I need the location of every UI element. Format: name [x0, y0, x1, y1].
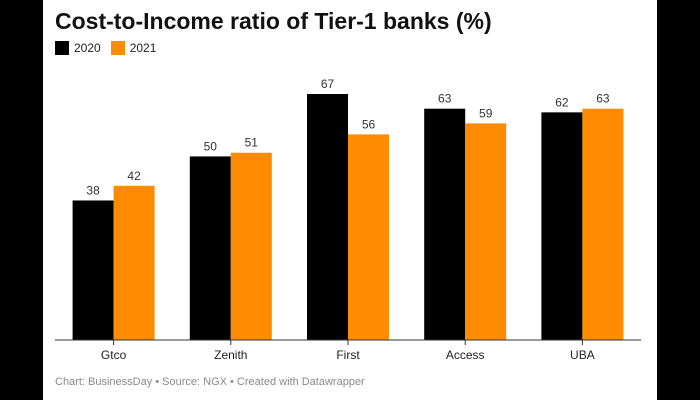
legend-label-2021: 2021: [129, 41, 157, 55]
legend-label-2020: 2020: [74, 41, 101, 55]
data-label-gtco-2020: 38: [86, 183, 100, 197]
bar-gtco-2021: [113, 185, 155, 340]
data-label-first-2021: 56: [362, 117, 376, 131]
legend-item-2021: 2021: [110, 41, 157, 55]
bar-zenith-2021: [230, 152, 272, 340]
data-label-first-2020: 67: [321, 77, 335, 91]
bar-gtco-2020: [72, 200, 114, 340]
data-label-zenith-2021: 51: [245, 136, 259, 150]
bar-first-2020: [307, 94, 348, 340]
bar-uba-2021: [582, 108, 624, 340]
x-tick-label-uba: UBA: [570, 348, 595, 362]
x-tick-label-first: First: [336, 348, 360, 362]
chart-frame: Cost-to-Income ratio of Tier-1 banks (%)…: [43, 0, 657, 400]
bar-zenith-2020: [189, 156, 231, 340]
chart-title: Cost-to-Income ratio of Tier-1 banks (%): [55, 8, 492, 34]
legend: 2020 2021: [55, 40, 166, 56]
data-label-gtco-2021: 42: [127, 169, 141, 183]
legend-swatch-2021: [110, 41, 125, 55]
x-tick-label-zenith: Zenith: [214, 348, 247, 362]
data-label-access-2021: 59: [479, 106, 493, 120]
legend-item-2020: 2020: [55, 41, 101, 55]
data-label-uba-2020: 62: [555, 95, 569, 109]
x-tick-label-access: Access: [446, 348, 485, 362]
bar-chart: 38 42 Gtco 50 51 Zenith 67 56 First 63 59 Access 62 6…: [55, 77, 641, 362]
x-tick-label-gtco: Gtco: [101, 348, 127, 362]
data-label-access-2020: 63: [438, 92, 452, 106]
bar-uba-2020: [541, 112, 583, 340]
chart-footer: Chart: BusinessDay • Source: NGX • Creat…: [55, 376, 365, 388]
data-label-zenith-2020: 50: [204, 139, 218, 153]
legend-swatch-2020: [55, 41, 69, 55]
bar-first-2021: [348, 134, 389, 340]
bar-access-2020: [424, 108, 466, 340]
bar-access-2021: [465, 123, 507, 340]
data-label-uba-2021: 63: [596, 92, 610, 106]
